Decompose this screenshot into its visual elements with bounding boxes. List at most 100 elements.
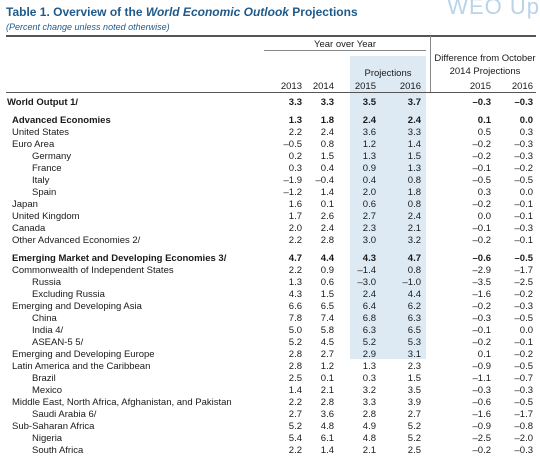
row-value: 5.2 (288, 421, 302, 432)
row-value: 0.1 (477, 349, 491, 360)
row-value: –0.2 (472, 139, 492, 150)
row-value: –0.2 (514, 289, 534, 300)
row-value: 4.4 (407, 289, 421, 300)
row-value: 1.4 (288, 385, 302, 396)
row-value: 2.3 (407, 361, 421, 372)
row-value: 0.1 (320, 373, 334, 384)
row-value: 2.7 (288, 409, 302, 420)
row-value: 3.0 (362, 235, 376, 246)
row-value: 5.2 (362, 337, 376, 348)
row-value: 0.8 (320, 139, 334, 150)
row-value: –0.1 (472, 163, 492, 174)
table-row: France 0.3 0.4 0.9 1.3 –0.1 –0.2 (0, 163, 540, 175)
table-row: Emerging and Developing Asia 6.6 6.5 6.4 6.2… (0, 301, 540, 313)
row-label: Japan (12, 199, 38, 210)
row-value: 3.3 (320, 97, 334, 108)
row-label: Russia (32, 277, 62, 288)
row-value: 2.8 (288, 349, 302, 360)
row-value: 2.1 (407, 223, 421, 234)
row-value: 1.2 (362, 139, 376, 150)
row-value: 5.2 (288, 337, 302, 348)
row-value: 0.4 (362, 175, 376, 186)
row-value: 0.6 (362, 199, 376, 210)
row-value: –0.3 (514, 97, 534, 108)
row-value: –0.5 (472, 175, 492, 186)
row-value: 1.3 (362, 361, 376, 372)
table-row: Japan 1.6 0.1 0.6 0.8 –0.2 –0.1 (0, 199, 540, 211)
row-value: –0.2 (472, 199, 492, 210)
row-value: –0.1 (472, 325, 492, 336)
row-value: 6.4 (362, 301, 376, 312)
row-value: –0.1 (472, 223, 492, 234)
row-value: 1.6 (288, 199, 302, 210)
row-value: 0.4 (320, 163, 334, 174)
header-diff-2016: 2016 (511, 81, 533, 92)
row-value: –0.5 (514, 397, 534, 408)
header-year-2014: 2014 (312, 81, 334, 92)
row-value: 3.2 (407, 235, 421, 246)
row-label: ASEAN-5 5/ (32, 337, 84, 348)
row-value: 1.4 (407, 139, 421, 150)
row-label: South Africa (32, 445, 84, 456)
row-value: 6.2 (407, 301, 421, 312)
header-divider (430, 36, 431, 92)
row-value: 1.3 (362, 151, 376, 162)
row-value: 2.4 (362, 289, 376, 300)
row-value: 0.8 (407, 265, 421, 276)
weo-update-logo-text: WEO Up (447, 0, 540, 19)
row-value: –1.7 (514, 409, 534, 420)
row-value: –2.5 (472, 433, 492, 444)
row-value: 2.0 (288, 223, 302, 234)
row-value: –0.5 (514, 313, 534, 324)
row-value: 2.2 (288, 235, 302, 246)
row-value: –0.3 (472, 97, 492, 108)
row-value: –0.3 (514, 385, 534, 396)
row-value: 0.5 (477, 127, 491, 138)
table-row: Brazil 2.5 0.1 0.3 1.5 –1.1 –0.7 (0, 373, 540, 385)
row-value: 2.6 (320, 211, 334, 222)
row-value: –0.9 (472, 361, 492, 372)
table-row: World Output 1/3.3 3.3 3.5 3.7 –0.3 –0.3 (0, 97, 540, 109)
row-value: –0.2 (472, 301, 492, 312)
row-value: 0.3 (362, 373, 376, 384)
row-value: –0.1 (514, 235, 534, 246)
row-value: 0.8 (407, 175, 421, 186)
row-value: –0.4 (315, 175, 335, 186)
row-value: 4.7 (407, 253, 421, 264)
row-value: 5.8 (320, 325, 334, 336)
row-value: 2.4 (407, 115, 421, 126)
row-value: –1.7 (514, 265, 534, 276)
row-value: 2.8 (320, 397, 334, 408)
row-value: 2.4 (362, 115, 376, 126)
row-value: –1.1 (472, 373, 492, 384)
row-value: –0.3 (514, 223, 534, 234)
row-value: 7.8 (288, 313, 302, 324)
row-value: 2.2 (288, 397, 302, 408)
row-value: 6.1 (320, 433, 334, 444)
row-value: 4.8 (320, 421, 334, 432)
row-value: 0.0 (519, 115, 533, 126)
row-value: –0.7 (514, 373, 534, 384)
row-value: –3.5 (472, 277, 492, 288)
row-value: 1.4 (320, 445, 334, 456)
table-row: South Africa 2.2 1.4 2.1 2.5 –0.2 –0.3 (0, 445, 540, 457)
table-row: Other Advanced Economies 2/2.2 2.8 3.0 3.2 –… (0, 235, 540, 247)
table-row: Spain –1.2 1.4 2.0 1.8 0.3 0.0 (0, 187, 540, 199)
row-value: 2.0 (362, 187, 376, 198)
row-label: United Kingdom (12, 211, 80, 222)
row-value: 3.2 (362, 385, 376, 396)
row-value: 5.2 (407, 433, 421, 444)
table-row: Germany 0.2 1.5 1.3 1.5 –0.2 –0.3 (0, 151, 540, 163)
projections-shading (350, 56, 426, 359)
row-value: –3.0 (357, 277, 377, 288)
row-label: Commonwealth of Independent States (12, 265, 174, 276)
row-label: World Output 1/ (7, 97, 79, 108)
row-value: 6.5 (320, 301, 334, 312)
row-value: 2.2 (288, 127, 302, 138)
row-value: 1.3 (407, 163, 421, 174)
row-label: Saudi Arabia 6/ (32, 409, 97, 420)
table-row: Russia 1.3 0.6 –3.0 –1.0 –3.5 –2.5 (0, 277, 540, 289)
table-row: China 7.8 7.4 6.8 6.3 –0.3 –0.5 (0, 313, 540, 325)
row-value: 5.2 (407, 421, 421, 432)
title-suffix: Projections (288, 5, 358, 19)
